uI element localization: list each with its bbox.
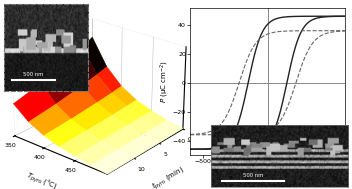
Text: 500 nm: 500 nm [243,173,263,178]
Y-axis label: $P$ (µC cm$^{-2}$): $P$ (µC cm$^{-2}$) [159,60,171,103]
X-axis label: $E$ (kV cm$^{-1}$): $E$ (kV cm$^{-1}$) [246,166,289,178]
Text: 500 nm: 500 nm [24,72,44,77]
Y-axis label: $t_\mathregular{pyro}$ (min): $t_\mathregular{pyro}$ (min) [150,163,187,189]
X-axis label: $T_\mathregular{pyro}$ (°C): $T_\mathregular{pyro}$ (°C) [24,170,59,189]
